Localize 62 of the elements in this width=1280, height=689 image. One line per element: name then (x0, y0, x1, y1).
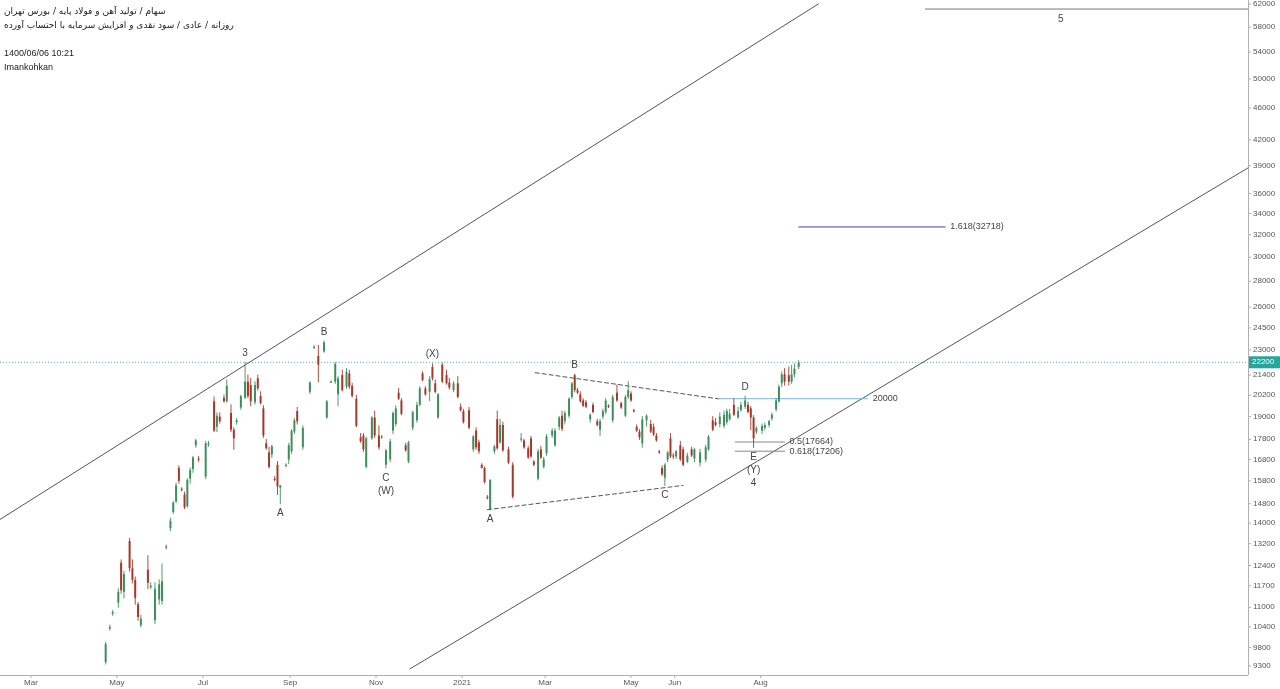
y-tick-label: 20200 (1253, 390, 1276, 400)
y-tick-label: 11700 (1253, 580, 1276, 590)
y-tick-label: 14000 (1253, 518, 1276, 528)
annotation: C (661, 489, 669, 501)
x-tick-label: Jun (668, 678, 682, 688)
annotation: D (741, 380, 749, 392)
annotation: B (571, 358, 579, 370)
y-tick-label: 30000 (1253, 252, 1276, 262)
annotation: B (320, 325, 328, 337)
y-tick-label: 28000 (1253, 276, 1276, 286)
ref-line-label: 22200 (1252, 357, 1275, 367)
x-tick-label: May (109, 678, 125, 688)
y-tick-label: 46000 (1253, 103, 1276, 113)
y-tick-label: 10400 (1253, 621, 1276, 631)
y-tick-label: 32000 (1253, 229, 1276, 239)
y-tick-label: 15800 (1253, 476, 1276, 486)
y-tick-label: 12400 (1253, 560, 1276, 570)
annotation: 5 (1057, 12, 1064, 24)
annotation: 3 (242, 346, 249, 358)
x-tick-label: Mar (538, 678, 553, 688)
y-tick-label: 50000 (1253, 74, 1276, 84)
annotation: 0.618(17206) (789, 445, 844, 456)
y-tick-label: 24500 (1253, 322, 1276, 332)
y-tick-label: 34000 (1253, 208, 1276, 218)
y-tick-label: 19000 (1253, 411, 1276, 421)
annotation: (X) (425, 348, 440, 360)
y-tick-label: 23000 (1253, 345, 1276, 355)
annotation: 20000 (872, 393, 898, 404)
annotation: C (382, 471, 390, 483)
annotation: (Y) (746, 463, 761, 475)
x-tick-label: Sep (283, 678, 298, 688)
annotation: 4 (750, 476, 757, 488)
y-tick-label: 13200 (1253, 538, 1276, 548)
y-tick-label: 14800 (1253, 498, 1276, 508)
annotation: A (276, 507, 284, 519)
annotation: A (486, 513, 494, 525)
candlestick (380, 435, 383, 439)
candlestick (197, 455, 200, 463)
x-tick-label: Aug (753, 678, 768, 688)
y-tick-label: 11000 (1253, 602, 1276, 612)
y-tick-label: 26000 (1253, 302, 1276, 312)
y-tick-label: 36000 (1253, 188, 1276, 198)
y-tick-label: 9800 (1253, 642, 1272, 652)
candlestick (520, 433, 523, 442)
x-tick-label: May (623, 678, 639, 688)
y-tick-label: 54000 (1253, 47, 1276, 57)
x-tick-label: Jul (197, 678, 209, 688)
y-tick-label: 62000 (1253, 0, 1276, 9)
x-tick-label: Nov (368, 678, 384, 688)
y-tick-label: 39000 (1253, 160, 1276, 170)
annotation: (W) (377, 484, 395, 496)
y-tick-label: 58000 (1253, 22, 1276, 32)
annotation: E (750, 450, 758, 462)
x-tick-label: 2021 (453, 678, 472, 688)
y-tick-label: 9300 (1253, 660, 1272, 670)
x-tick-label: Mar (24, 678, 39, 688)
y-tick-label: 16800 (1253, 454, 1276, 464)
y-tick-label: 42000 (1253, 134, 1276, 144)
annotation: 0.5(17664) (789, 436, 834, 447)
annotation: 1.618(32718) (950, 221, 1004, 232)
y-tick-label: 17800 (1253, 434, 1276, 444)
y-tick-label: 21400 (1253, 370, 1276, 380)
